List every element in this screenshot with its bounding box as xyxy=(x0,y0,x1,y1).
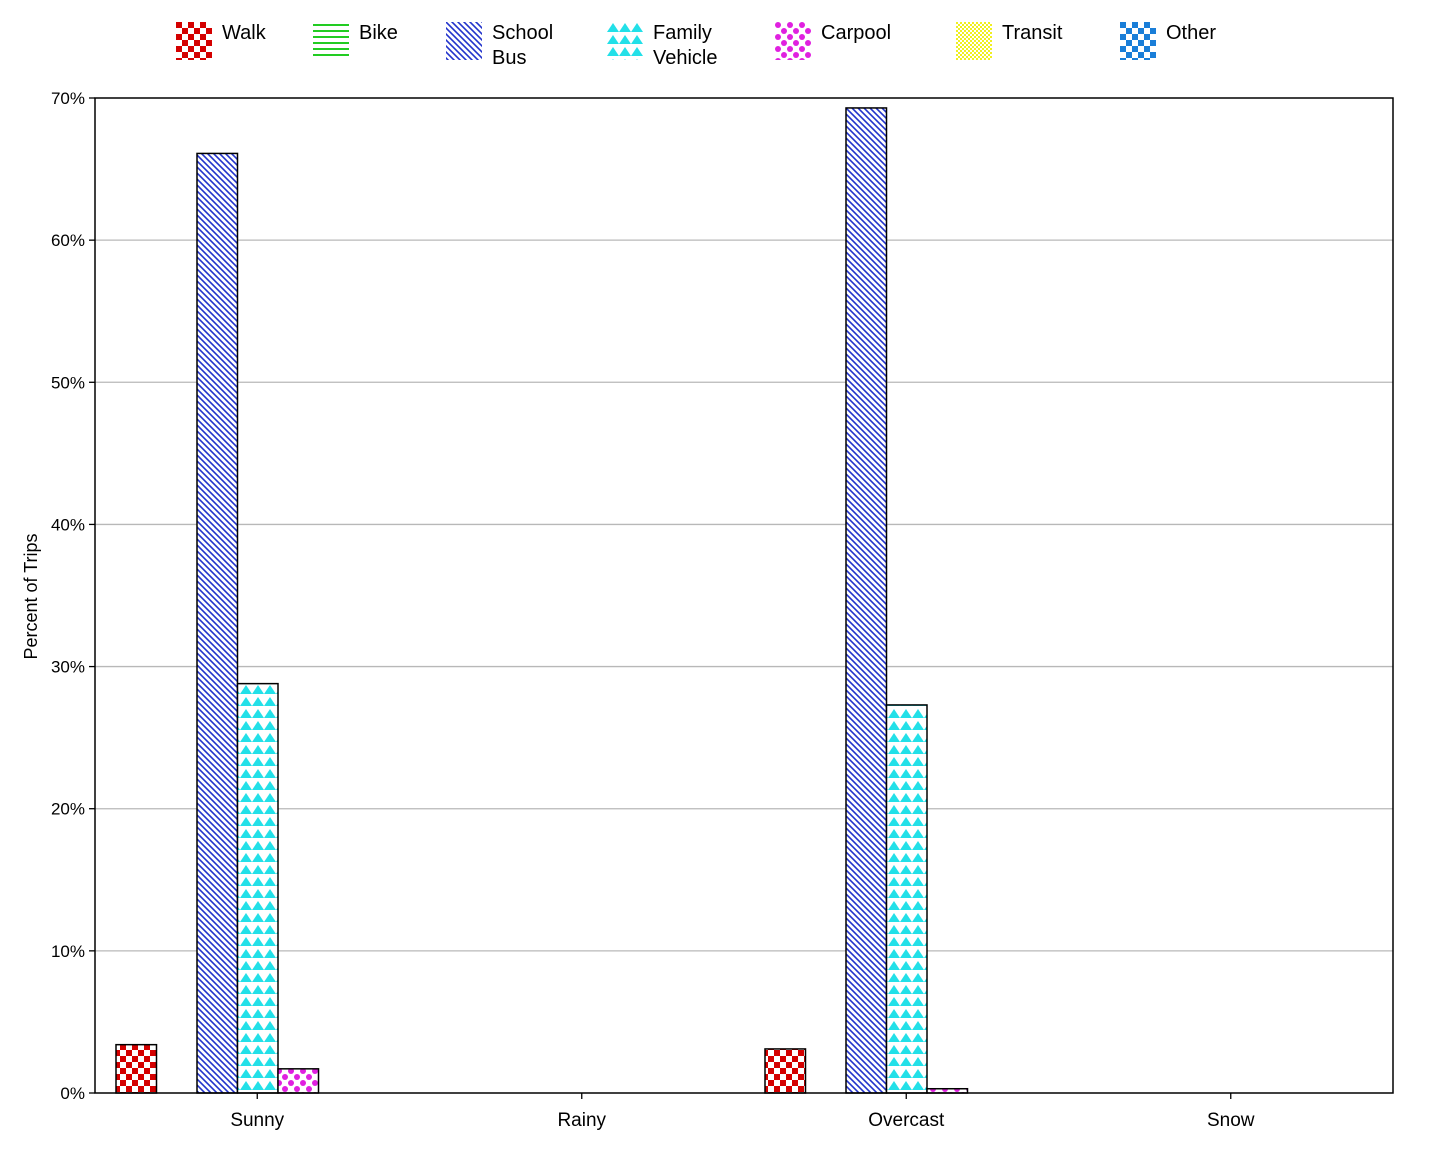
legend-item-other: Other xyxy=(1120,22,1216,60)
bar-school-bus-sunny xyxy=(196,152,239,1094)
y-tick-label: 0% xyxy=(60,1084,85,1103)
y-axis-title: Percent of Trips xyxy=(21,533,41,659)
chart-legend: Walk Bike School Bus Family Vehicle Carpool T… xyxy=(0,0,1432,80)
legend-label: Walk xyxy=(222,22,266,44)
legend-swatch xyxy=(956,22,992,60)
legend-swatch xyxy=(313,22,349,60)
legend-swatch xyxy=(1120,22,1156,60)
legend-label: Transit xyxy=(1002,22,1063,44)
legend-item-carpool: Carpool xyxy=(775,22,891,60)
legend-label: Other xyxy=(1166,22,1217,44)
bar-family-vehicle-overcast xyxy=(885,704,928,1094)
legend-label: Family Vehicle xyxy=(653,22,718,69)
x-tick-label: Sunny xyxy=(230,1110,284,1131)
x-axis: Sunny Rainy Overcast Snow xyxy=(230,1093,1255,1131)
legend-item-transit: Transit xyxy=(956,22,1062,60)
bar-school-bus-overcast xyxy=(845,107,888,1094)
plot-frame xyxy=(94,97,1394,1094)
bar-family-vehicle-sunny xyxy=(236,682,279,1094)
legend-swatch xyxy=(176,22,212,60)
x-tick-label: Rainy xyxy=(557,1110,606,1131)
y-tick-label: 50% xyxy=(51,373,85,392)
y-tick-label: 40% xyxy=(51,515,85,534)
legend-swatch xyxy=(775,22,811,60)
bar-carpool-sunny xyxy=(277,1068,320,1094)
bars xyxy=(115,107,969,1094)
y-tick-label: 70% xyxy=(51,89,85,108)
y-axis: 0% 10% 20% 30% 40% 50% 60% 70% xyxy=(51,89,95,1103)
y-tick-label: 30% xyxy=(51,658,85,677)
y-tick-label: 10% xyxy=(51,942,85,961)
y-tick-label: 20% xyxy=(51,800,85,819)
x-tick-label: Snow xyxy=(1207,1110,1255,1131)
legend-item-school-bus: School Bus xyxy=(446,22,553,71)
legend-label: Carpool xyxy=(821,22,892,44)
legend-label: School Bus xyxy=(492,22,554,69)
x-tick-label: Overcast xyxy=(868,1110,945,1131)
bar-walk-overcast xyxy=(764,1048,807,1094)
legend-item-bike: Bike xyxy=(313,22,398,60)
legend-item-walk: Walk xyxy=(176,22,266,60)
legend-item-family-vehicle: Family Vehicle xyxy=(607,22,718,71)
legend-label: Bike xyxy=(359,22,398,44)
grid-lines xyxy=(95,239,1393,952)
bar-walk-sunny xyxy=(115,1043,158,1094)
legend-swatch xyxy=(607,22,643,60)
legend-swatch xyxy=(446,22,482,60)
y-tick-label: 60% xyxy=(51,231,85,250)
